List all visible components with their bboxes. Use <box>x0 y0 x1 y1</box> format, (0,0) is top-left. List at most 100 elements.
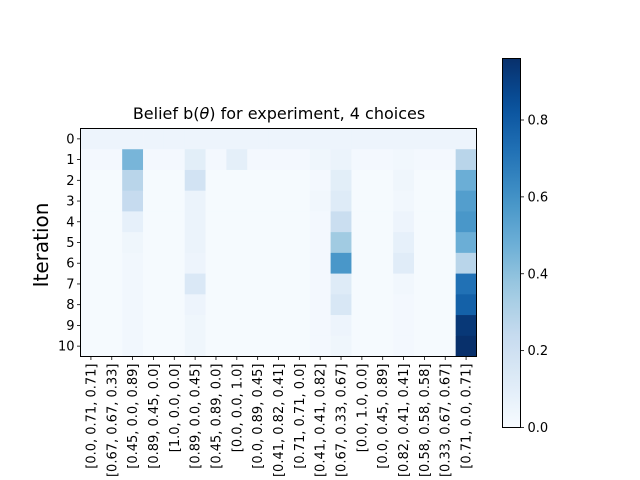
heatmap-cell <box>413 169 436 192</box>
heatmap-cell <box>413 335 436 357</box>
heatmap-cell <box>393 315 415 337</box>
heatmap-cell <box>288 294 311 316</box>
heatmap-cell <box>330 149 352 171</box>
heatmap-cell <box>247 211 269 233</box>
heatmap-cell <box>330 128 352 150</box>
y-tick-label: 6 <box>66 257 74 272</box>
heatmap-cell <box>247 252 269 274</box>
heatmap-cell <box>309 252 331 274</box>
heatmap-cell <box>184 315 206 337</box>
x-tick-label: [0.0, 1.0, 0.0] <box>355 364 370 453</box>
heatmap-cell <box>80 232 102 254</box>
heatmap-cell <box>184 128 206 150</box>
heatmap-cell <box>351 294 373 316</box>
heatmap-cell <box>101 128 123 150</box>
x-tick-label: [0.67, 0.67, 0.33] <box>105 364 120 478</box>
colorbar-tick-label: 0.6 <box>528 190 549 205</box>
heatmap-cell <box>372 169 394 192</box>
heatmap-cell <box>268 169 290 192</box>
heatmap-cell <box>309 315 331 337</box>
heatmap-cell <box>80 252 102 274</box>
heatmap-cell <box>122 169 144 192</box>
heatmap-cell <box>268 335 290 357</box>
heatmap-cell <box>434 232 457 254</box>
x-tick-label: [0.41, 0.41, 0.82] <box>314 364 329 478</box>
heatmap-cell <box>143 149 165 171</box>
heatmap-cell <box>268 252 290 274</box>
heatmap-cell <box>122 294 144 316</box>
heatmap-cell <box>101 252 123 274</box>
heatmap-cell <box>434 252 457 274</box>
heatmap-cell <box>455 252 477 274</box>
heatmap-cell <box>413 273 436 295</box>
x-tick-label: [0.89, 0.0, 0.45] <box>189 364 204 469</box>
heatmap-cell <box>122 335 144 357</box>
heatmap-cell <box>288 252 311 274</box>
x-tick-label: [0.45, 0.0, 0.89] <box>126 364 141 469</box>
heatmap-cell <box>163 149 186 171</box>
heatmap-cell <box>330 335 352 357</box>
heatmap-cell <box>268 294 290 316</box>
heatmap-cell <box>330 294 352 316</box>
heatmap-cell <box>101 149 123 171</box>
heatmap-cell <box>101 211 123 233</box>
heatmap-cell <box>163 273 186 295</box>
heatmap-cell <box>455 169 477 192</box>
heatmap-cell <box>80 335 102 357</box>
heatmap-cell <box>372 252 394 274</box>
heatmap-cell <box>372 149 394 171</box>
heatmap-cell <box>309 128 331 150</box>
colorbar-tick-label: 0.8 <box>528 114 549 129</box>
heatmap-cell <box>101 273 123 295</box>
heatmap-cell <box>268 190 290 212</box>
heatmap-cell <box>101 335 123 357</box>
heatmap-cell <box>351 252 373 274</box>
colorbar-tick-label: 0.0 <box>528 421 549 436</box>
x-tick-label: [0.71, 0.0, 0.71] <box>460 364 475 469</box>
heatmap-cell <box>184 273 206 295</box>
heatmap-cell <box>268 149 290 171</box>
heatmap-cell <box>351 128 373 150</box>
heatmap-cell <box>288 128 311 150</box>
heatmap-cell <box>247 294 269 316</box>
y-tick-label: 0 <box>66 132 74 147</box>
heatmap-cell <box>184 169 206 192</box>
x-tick-label: [0.58, 0.58, 0.58] <box>418 364 433 478</box>
heatmap-cell <box>393 128 415 150</box>
heatmap-cell <box>268 128 290 150</box>
colorbar-tick-label: 0.2 <box>528 344 549 359</box>
x-tick-label: [1.0, 0.0, 0.0] <box>168 364 183 453</box>
heatmap-cell <box>413 211 436 233</box>
heatmap-cell <box>226 128 248 150</box>
heatmap-cell <box>434 294 457 316</box>
heatmap-cell <box>143 273 165 295</box>
heatmap-cell <box>309 190 331 212</box>
heatmap-cell <box>330 252 352 274</box>
heatmap-cell <box>143 211 165 233</box>
heatmap-cell <box>413 149 436 171</box>
heatmap-cell <box>330 232 352 254</box>
x-tick-label: [0.45, 0.89, 0.0] <box>209 364 224 469</box>
heatmap-cell <box>413 232 436 254</box>
heatmap-cell <box>143 335 165 357</box>
heatmap-cell <box>393 169 415 192</box>
heatmap-cell <box>288 190 311 212</box>
heatmap-cell <box>393 335 415 357</box>
heatmap-cell <box>226 335 248 357</box>
heatmap-cell <box>330 190 352 212</box>
heatmap-cell <box>434 190 457 212</box>
y-tick-label: 7 <box>66 277 74 292</box>
heatmap-cell <box>413 252 436 274</box>
y-tick-label: 1 <box>66 153 74 168</box>
colorbar <box>502 58 521 428</box>
heatmap-cell <box>226 169 248 192</box>
heatmap-cell <box>372 190 394 212</box>
heatmap-cells <box>80 128 477 357</box>
heatmap-cell <box>205 273 227 295</box>
heatmap-cell <box>143 169 165 192</box>
heatmap-cell <box>163 128 186 150</box>
x-tick-label: [0.0, 0.0, 1.0] <box>230 364 245 453</box>
heatmap-cell <box>351 335 373 357</box>
heatmap-cell <box>122 315 144 337</box>
